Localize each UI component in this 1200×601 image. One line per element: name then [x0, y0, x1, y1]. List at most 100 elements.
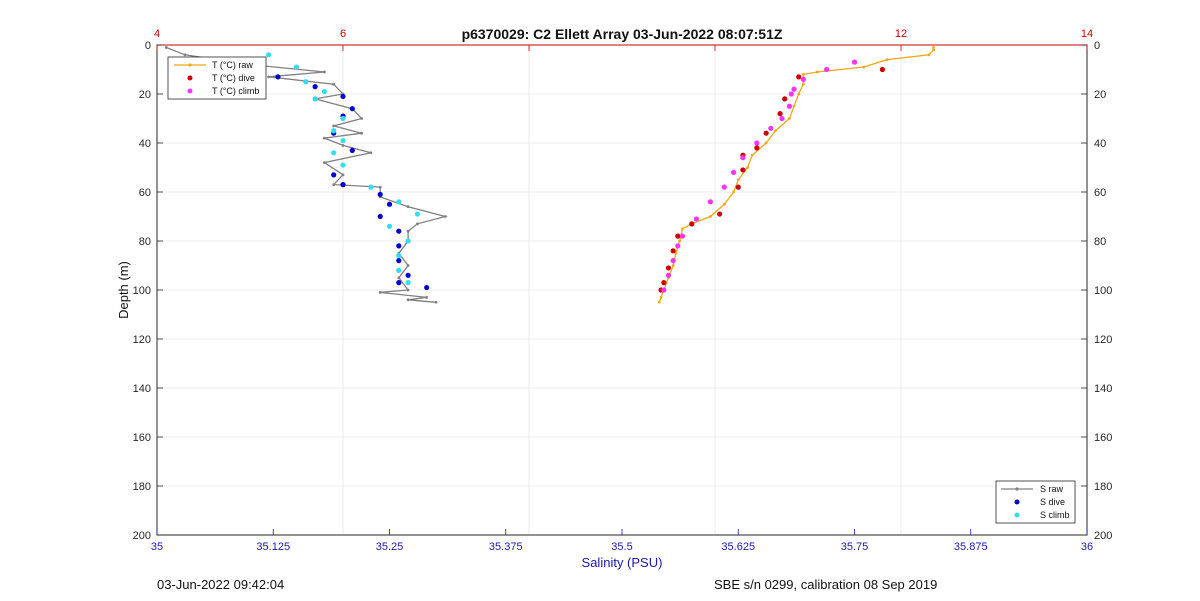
- legend-s-dive-label: S dive: [1040, 497, 1065, 507]
- series-point-s-dive: [349, 147, 355, 153]
- series-point-s-raw: [323, 136, 326, 140]
- series-point-s-raw: [369, 151, 373, 155]
- series-point-t-c-climb: [661, 287, 667, 293]
- series-point-t-c-dive: [689, 221, 695, 227]
- legend-t-dive-marker: [187, 75, 193, 81]
- x-bottom-tick-label: 35: [151, 541, 163, 553]
- x-bottom-tick-label: 35.25: [376, 541, 404, 553]
- y-tick-label-left: 60: [139, 187, 151, 199]
- series-point-s-dive: [396, 243, 402, 249]
- series-point-s-climb: [340, 162, 346, 168]
- x-bottom-tick-label: 35.375: [489, 541, 523, 553]
- x-bottom-tick-label: 35.75: [841, 541, 869, 553]
- series-point-s-climb: [340, 115, 346, 122]
- legend-s-dive-marker: [1014, 499, 1020, 505]
- series-point-s-raw: [341, 144, 345, 147]
- series-point-t-c-raw: [681, 227, 684, 231]
- series-point-s-dive: [396, 258, 402, 264]
- series-point-t-c-dive: [777, 111, 783, 117]
- series-point-s-dive: [405, 272, 411, 278]
- series-point-s-dive: [331, 172, 337, 178]
- series-point-s-raw: [267, 75, 270, 79]
- x-top-tick-label: 12: [895, 28, 907, 40]
- series-point-t-c-raw: [885, 58, 889, 62]
- series-point-t-c-climb: [679, 233, 686, 239]
- y-tick-label-right: 200: [1094, 530, 1112, 542]
- x-bottom-tick-label: 35.625: [721, 541, 755, 553]
- y-tick-label-left: 20: [139, 89, 151, 101]
- series-point-t-c-raw: [657, 300, 661, 304]
- y-tick-label-right: 180: [1094, 481, 1112, 493]
- series-point-t-c-raw: [788, 117, 791, 120]
- x-top-tick-label: 4: [154, 28, 160, 40]
- y-tick-label-right: 120: [1094, 334, 1112, 346]
- y-tick-label-left: 160: [133, 432, 151, 444]
- series-point-s-raw: [406, 229, 410, 233]
- series-point-t-c-dive: [763, 130, 769, 136]
- data-series: [164, 46, 935, 304]
- y-tick-label-left: 40: [139, 138, 151, 150]
- legend-temperature-box: [167, 56, 267, 100]
- series-point-s-dive: [386, 201, 393, 207]
- series-point-t-c-climb: [731, 169, 737, 175]
- series-point-s-raw: [183, 53, 187, 57]
- series-point-s-dive: [396, 228, 402, 234]
- legend-temperature: T (°C) raw T (°C) dive T (°C) climb: [167, 56, 267, 100]
- series-point-t-c-dive: [675, 233, 681, 239]
- series-point-t-c-raw: [792, 104, 796, 108]
- legend-s-raw-marker: [1015, 487, 1019, 491]
- legend-s-raw-label: S raw: [1040, 484, 1064, 494]
- series-point-t-c-raw: [750, 153, 754, 157]
- series-point-t-c-raw: [932, 46, 935, 49]
- series-point-t-c-dive: [740, 167, 746, 173]
- series-point-s-climb: [331, 128, 337, 134]
- series-point-t-c-climb: [851, 59, 858, 65]
- series-point-t-c-climb: [754, 140, 760, 146]
- y-tick-label-right: 40: [1094, 138, 1106, 150]
- legend-s-climb-marker: [1014, 512, 1020, 518]
- series-point-t-c-raw: [736, 178, 740, 182]
- x-top-tick-label: 14: [1081, 28, 1093, 40]
- series-point-s-raw: [378, 185, 382, 189]
- series-point-t-c-raw: [815, 70, 819, 74]
- series-point-s-dive: [340, 93, 346, 100]
- grid-lines: [156, 44, 1088, 536]
- series-point-s-dive: [312, 84, 318, 90]
- series-point-t-c-dive: [735, 184, 741, 190]
- series-point-t-c-climb: [693, 216, 700, 222]
- y-tick-label-right: 160: [1094, 432, 1112, 444]
- series-point-t-c-dive: [661, 280, 667, 286]
- series-point-s-climb: [321, 88, 327, 95]
- series-point-s-climb: [266, 52, 272, 58]
- series-point-s-raw: [406, 264, 410, 267]
- y-tick-label-left: 180: [133, 481, 151, 493]
- chart-title: p6370029: C2 Ellett Array 03-Jun-2022 08…: [462, 26, 783, 42]
- legend-t-raw-marker: [188, 63, 192, 67]
- series-point-t-c-dive: [796, 74, 802, 80]
- series-point-s-raw: [323, 70, 326, 74]
- series-point-s-climb: [396, 267, 402, 273]
- series-point-t-c-raw: [732, 190, 735, 194]
- series-point-s-dive: [377, 191, 383, 198]
- series-point-s-raw: [323, 161, 326, 165]
- series-point-t-c-raw: [746, 166, 749, 169]
- series-point-t-c-climb: [740, 155, 746, 161]
- series-point-s-climb: [405, 280, 411, 286]
- footer-sensor-info: SBE s/n 0299, calibration 08 Sep 2019: [714, 577, 938, 592]
- legend-salinity: S raw S dive S climb: [995, 480, 1076, 524]
- footer-timestamp: 03-Jun-2022 09:42:04: [157, 577, 285, 592]
- series-point-s-raw: [406, 298, 410, 302]
- series-point-t-c-climb: [800, 76, 806, 82]
- series-point-t-c-climb: [665, 272, 672, 278]
- series-point-t-c-raw: [722, 202, 726, 206]
- series-point-t-c-dive: [879, 66, 886, 73]
- series-point-t-c-climb: [788, 91, 794, 97]
- axis-ticks: 0 0 20 20 40 40 60 60 80 80 100 100 120 120 140 140 160 1…: [133, 28, 1113, 553]
- x-axis-label: Salinity (PSU): [582, 555, 663, 570]
- series-point-t-c-raw: [764, 141, 768, 145]
- series-point-t-c-climb: [824, 66, 830, 73]
- series-point-s-raw: [434, 300, 438, 304]
- y-tick-label-left: 80: [139, 236, 151, 248]
- series-point-s-raw: [397, 276, 401, 280]
- y-tick-label-left: 120: [133, 334, 151, 346]
